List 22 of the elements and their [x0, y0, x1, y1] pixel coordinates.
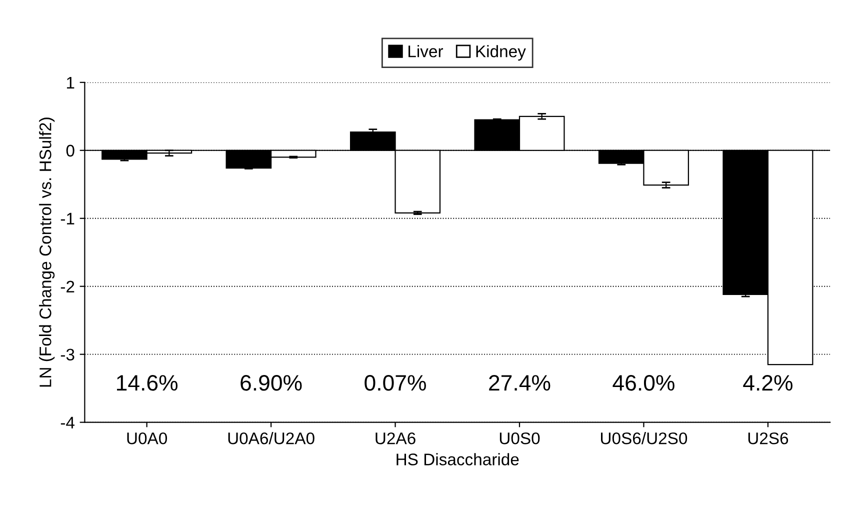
x-tick-label: U0A6/U2A0 [228, 432, 314, 444]
annotation: 14.6% [117, 374, 178, 391]
x-tick-label: U2S6 [748, 432, 788, 444]
y-tick-label: 1 [66, 76, 74, 88]
y-tick-label: -2 [60, 280, 74, 292]
x-tick-label: U0A0 [127, 432, 168, 444]
y-tick-label: -4 [60, 416, 74, 428]
annotation: 27.4% [489, 374, 550, 391]
x-tick-label: U0S6/U2S0 [601, 432, 688, 444]
annotation: 46.0% [612, 374, 674, 391]
x-axis-title: HS Disaccharide [396, 453, 519, 466]
annotation: 6.90% [240, 374, 302, 391]
legend-label: Kidney [476, 45, 526, 61]
y-tick-label: -3 [60, 348, 74, 361]
x-tick-label: U2A6 [376, 432, 416, 444]
y-tick-label: -1 [60, 212, 74, 224]
y-axis-title: LN (Fold Change Control vs. HSulf2) [39, 118, 55, 387]
annotation: 0.07% [364, 374, 426, 391]
legend-label: Liver [408, 45, 444, 58]
x-tick-label: U0S0 [500, 432, 540, 444]
y-tick-label: 0 [66, 144, 74, 157]
annotation: 4.2% [743, 374, 792, 391]
